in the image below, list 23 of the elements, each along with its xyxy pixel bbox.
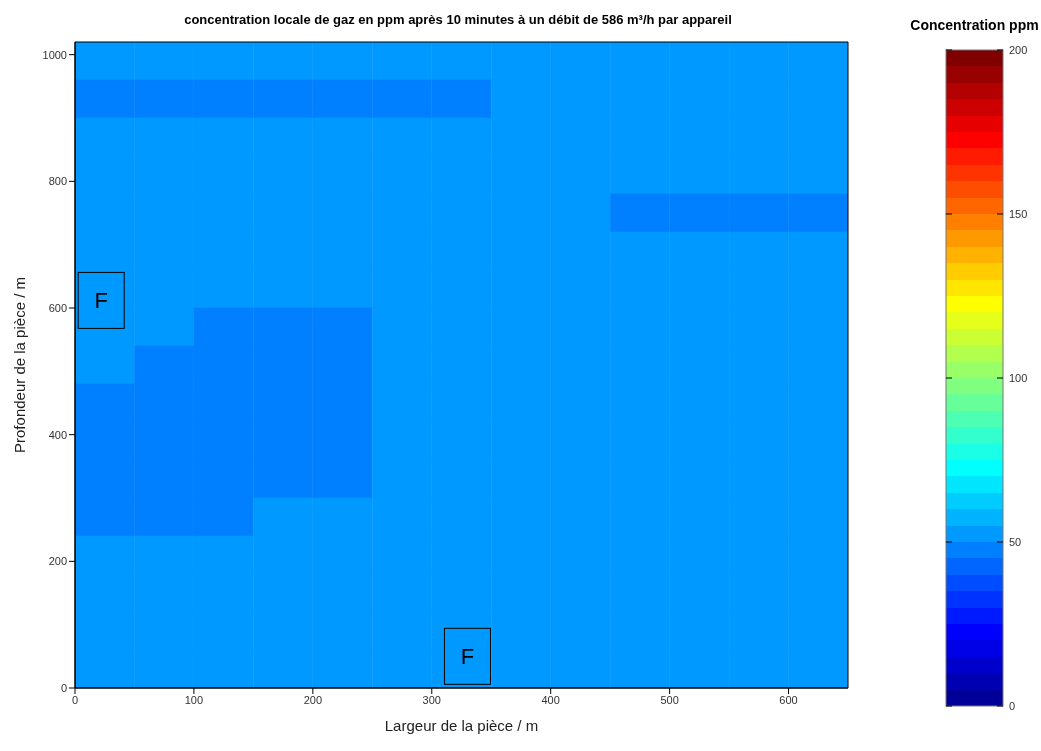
x-tick-label: 400 <box>541 693 560 706</box>
color-bar-title: Concentration ppm <box>910 17 1039 33</box>
y-tick-label: 800 <box>48 175 67 188</box>
x-axis-title: Largeur de la pièce / m <box>384 717 539 734</box>
chart-title: concentration locale de gaz en ppm après 10 minutes à un débit de 586 m³/h par appareil <box>183 12 733 27</box>
y-tick-label: 400 <box>48 428 67 441</box>
color-bar-label: 100 <box>1009 372 1028 384</box>
y-tick-label: 200 <box>48 555 67 568</box>
x-tick-label: 0 <box>71 693 79 706</box>
color-bar-label: 200 <box>1009 44 1028 56</box>
y-tick-label: 600 <box>48 301 67 314</box>
y-tick-label: 0 <box>60 681 67 694</box>
annotation: F <box>94 288 108 314</box>
x-tick-label: 300 <box>422 693 441 706</box>
x-tick-label: 200 <box>303 693 323 706</box>
x-tick-label: 500 <box>660 693 679 706</box>
x-tick-label: 100 <box>184 693 204 706</box>
color-bar-label: 150 <box>1009 208 1028 220</box>
y-tick-label: 1000 <box>42 48 67 61</box>
y-axis-title: Profondeur de la pièce / m <box>11 277 29 453</box>
color-bar-label: 50 <box>1009 536 1022 548</box>
x-tick-label: 600 <box>779 693 798 706</box>
annotation: F <box>460 644 475 670</box>
